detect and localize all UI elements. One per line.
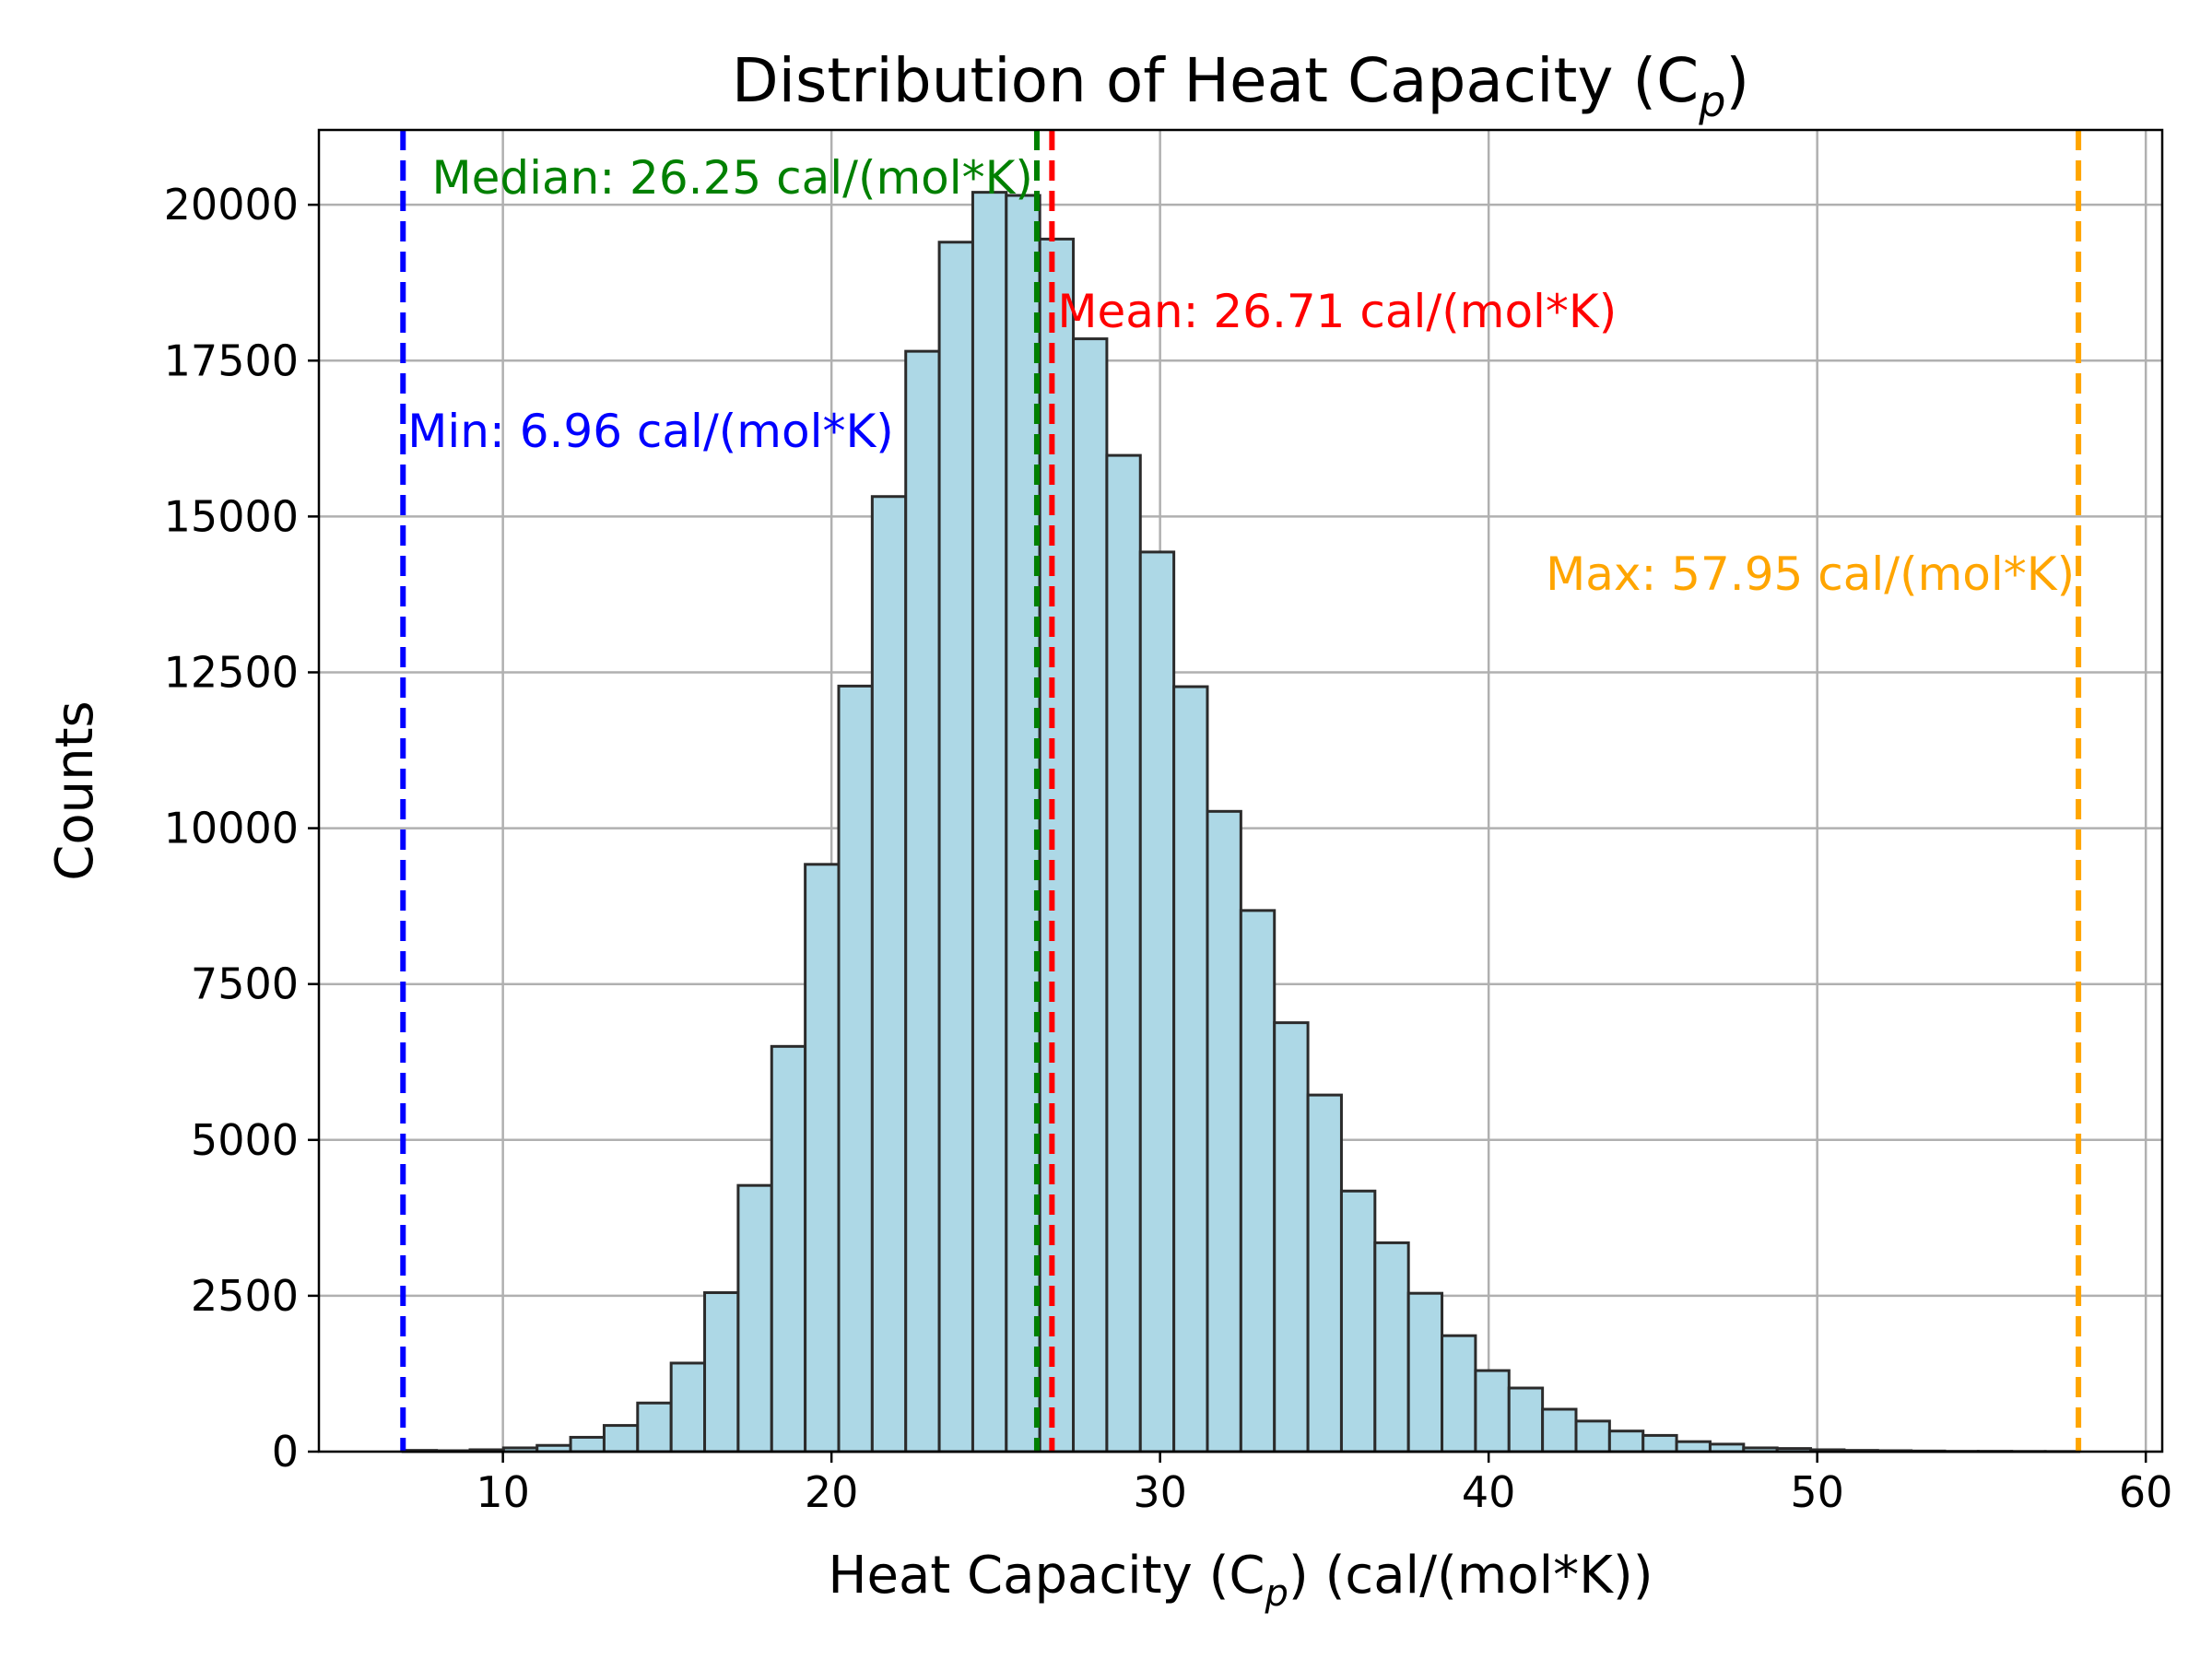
histogram-bar (1273, 1021, 1310, 1453)
grid-lines (319, 130, 2162, 1453)
histogram-bar (602, 1424, 640, 1453)
histogram-bar (837, 684, 874, 1453)
plot-frame (317, 128, 2164, 1453)
y-tick-label: 12500 (164, 647, 299, 697)
y-tick-label: 0 (272, 1427, 299, 1477)
histogram-bar (1441, 1334, 1477, 1453)
histogram-bar (770, 1044, 807, 1453)
histogram-bar (736, 1183, 773, 1453)
x-tick-label: 20 (805, 1467, 859, 1517)
histogram-bar (1474, 1369, 1511, 1453)
median-label: Median: 26.25 cal/(mol*K) (431, 151, 1033, 205)
y-tick-label: 15000 (164, 491, 299, 541)
x-tick-label: 40 (1462, 1467, 1516, 1517)
histogram-bar (1607, 1430, 1645, 1453)
histogram-bar (1072, 337, 1109, 1453)
histogram-bar (636, 1401, 673, 1453)
axis-ticks: 10 20 30 40 50 60 0 2500 5000 7500 10000 12500 15000… (164, 180, 2173, 1517)
histogram-bar (870, 495, 908, 1453)
histogram-bar (1206, 809, 1242, 1453)
histogram-bar (1406, 1291, 1444, 1453)
histogram-bar (1239, 909, 1277, 1453)
max-label: Max: 57.95 cal/(mol*K) (1546, 547, 2075, 601)
min-label: Min: 6.96 cal/(mol*K) (407, 405, 894, 458)
histogram-bar (1675, 1440, 1712, 1453)
x-tick-label: 50 (1790, 1467, 1844, 1517)
histogram-bar (1541, 1407, 1578, 1453)
histogram-bars (401, 191, 2080, 1453)
histogram-bar (1641, 1433, 1678, 1453)
histogram-bar (1306, 1093, 1343, 1453)
histogram-bar (1574, 1419, 1611, 1453)
x-tick-label: 30 (1133, 1467, 1187, 1517)
histogram-bar (1038, 237, 1076, 1453)
y-tick-label: 20000 (164, 180, 299, 229)
y-tick-label: 17500 (164, 335, 299, 385)
histogram-bar (669, 1361, 707, 1453)
histogram-bar (1138, 550, 1176, 1453)
y-axis-label: Counts (45, 700, 105, 880)
y-tick-label: 10000 (164, 804, 299, 853)
y-tick-label: 2500 (191, 1271, 299, 1321)
histogram-bar (569, 1435, 606, 1453)
histogram-bar (904, 349, 941, 1453)
y-tick-label: 7500 (191, 959, 299, 1009)
histogram-bar (804, 863, 841, 1453)
x-tick-label: 60 (2119, 1467, 2173, 1517)
x-axis-label: Heat Capacity (Cp) (cal/(mol*K)) (828, 1546, 1653, 1615)
histogram-bar (937, 241, 974, 1453)
reference-lines: Min: 6.96 cal/(mol*K) Median: 26.25 cal/(… (400, 130, 2082, 1452)
histogram-bar (703, 1291, 740, 1453)
histogram-bar (1373, 1241, 1410, 1453)
x-tick-label: 10 (476, 1467, 530, 1517)
y-tick-label: 5000 (191, 1115, 299, 1165)
histogram-bar (1105, 453, 1142, 1453)
mean-label: Mean: 26.71 cal/(mol*K) (1057, 285, 1617, 338)
histogram-bar (971, 191, 1008, 1453)
chart-title: Distribution of Heat Capacity (Cp) (732, 45, 1749, 126)
histogram-bar (1339, 1189, 1377, 1453)
histogram-bar (1172, 685, 1209, 1453)
histogram-bar (1507, 1386, 1545, 1453)
